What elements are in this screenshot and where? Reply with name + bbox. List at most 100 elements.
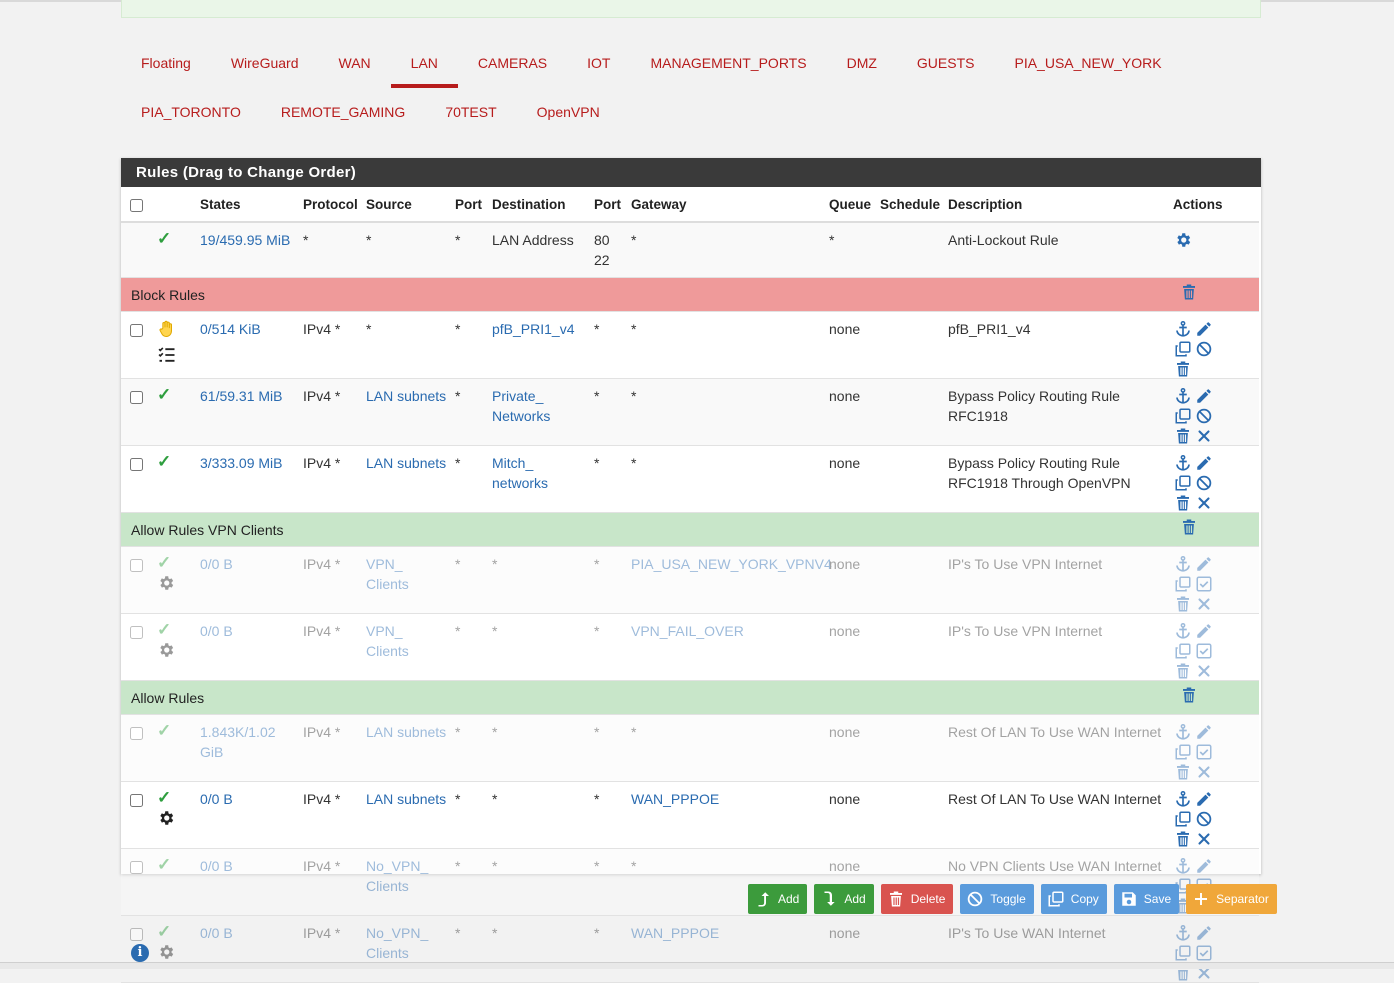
checkbox-icon[interactable] bbox=[1194, 641, 1213, 660]
gateway-link[interactable]: WAN_PPPOE bbox=[631, 791, 720, 807]
source-link[interactable]: LAN subnets bbox=[366, 791, 447, 807]
separator-row[interactable]: Allow Rules bbox=[121, 680, 1259, 715]
states-link[interactable]: 61/59.31 MiB bbox=[200, 388, 283, 404]
tab-floating[interactable]: Floating bbox=[141, 55, 191, 71]
table-row[interactable]: ✓ 61/59.31 MiB IPv4 * LAN subnets * Private_ … bbox=[121, 378, 1259, 446]
close-icon[interactable] bbox=[1194, 762, 1213, 781]
states-link[interactable]: 0/0 B bbox=[200, 791, 233, 807]
gateway-link[interactable]: WAN_PPPOE bbox=[631, 925, 720, 941]
pencil-icon[interactable] bbox=[1194, 554, 1213, 573]
copy-icon[interactable] bbox=[1173, 742, 1192, 761]
separator-row[interactable]: Allow Rules VPN Clients bbox=[121, 512, 1259, 547]
checkbox-icon[interactable] bbox=[1194, 742, 1213, 761]
row-checkbox[interactable] bbox=[130, 626, 143, 639]
tab-wireguard[interactable]: WireGuard bbox=[230, 55, 299, 71]
destination-link[interactable]: pfB_PRI1_v4 bbox=[492, 321, 575, 337]
tab-70test[interactable]: 70TEST bbox=[445, 104, 497, 120]
tab-wan[interactable]: WAN bbox=[338, 55, 371, 71]
anchor-icon[interactable] bbox=[1173, 621, 1192, 640]
anchor-icon[interactable] bbox=[1173, 789, 1192, 808]
anchor-icon[interactable] bbox=[1173, 856, 1192, 875]
separator-button[interactable]: Separator bbox=[1186, 884, 1277, 914]
pencil-icon[interactable] bbox=[1194, 621, 1213, 640]
trash-icon[interactable] bbox=[1173, 661, 1192, 680]
row-checkbox[interactable] bbox=[130, 794, 143, 807]
states-link[interactable]: 0/0 B bbox=[200, 858, 233, 874]
table-row[interactable]: ✓ 19/459.95 MiB * * * LAN Address 80 22 * * Anti-… bbox=[121, 222, 1259, 278]
trash-icon[interactable] bbox=[1173, 762, 1192, 781]
delete-button[interactable]: Delete bbox=[880, 884, 954, 914]
states-link[interactable]: 3/333.09 MiB bbox=[200, 455, 283, 471]
add-button[interactable]: Add bbox=[748, 884, 808, 914]
tab-dmz[interactable]: DMZ bbox=[846, 55, 877, 71]
row-checkbox[interactable] bbox=[130, 324, 143, 337]
row-checkbox[interactable] bbox=[130, 861, 143, 874]
info-icon[interactable]: i bbox=[131, 944, 149, 962]
tab-lan[interactable]: LAN bbox=[390, 40, 459, 88]
destination-link[interactable]: Private_ Networks bbox=[492, 388, 551, 424]
states-link[interactable]: 0/0 B bbox=[200, 556, 233, 572]
source-link[interactable]: No_VPN_ Clients bbox=[366, 858, 429, 894]
anchor-icon[interactable] bbox=[1173, 453, 1192, 472]
column-header-blank-0[interactable] bbox=[121, 187, 153, 223]
tab-openvpn[interactable]: OpenVPN bbox=[536, 104, 600, 120]
copy-icon[interactable] bbox=[1173, 943, 1192, 962]
pencil-icon[interactable] bbox=[1194, 319, 1213, 338]
close-icon[interactable] bbox=[1194, 829, 1213, 848]
table-row[interactable]: ✓ 0/0 B IPv4 * VPN_ Clients * * * VPN_FAIL_OVER… bbox=[121, 613, 1259, 681]
gear-icon[interactable] bbox=[1173, 230, 1192, 249]
states-link[interactable]: 19/459.95 MiB bbox=[200, 232, 291, 248]
table-row[interactable]: 0/514 KiB IPv4 * * * pfB_PRI1_v4 * * none pfB_PR… bbox=[121, 311, 1259, 379]
ban-icon[interactable] bbox=[1194, 473, 1213, 492]
copy-icon[interactable] bbox=[1173, 574, 1192, 593]
pencil-icon[interactable] bbox=[1194, 453, 1213, 472]
tab-iot[interactable]: IOT bbox=[587, 55, 611, 71]
source-link[interactable]: LAN subnets bbox=[366, 724, 447, 740]
row-checkbox[interactable] bbox=[130, 458, 143, 471]
pencil-icon[interactable] bbox=[1194, 722, 1213, 741]
states-link[interactable]: 0/0 B bbox=[200, 925, 233, 941]
copy-icon[interactable] bbox=[1173, 339, 1192, 358]
ban-icon[interactable] bbox=[1194, 406, 1213, 425]
add-button[interactable]: Add bbox=[814, 884, 874, 914]
table-row[interactable]: ✓ 1.843K/1.02 GiB IPv4 * LAN subnets * * * * non… bbox=[121, 714, 1259, 782]
tab-pia-toronto[interactable]: PIA_TORONTO bbox=[141, 104, 241, 120]
tab-management-ports[interactable]: MANAGEMENT_PORTS bbox=[650, 55, 807, 71]
pencil-icon[interactable] bbox=[1194, 789, 1213, 808]
trash-icon[interactable] bbox=[1173, 426, 1192, 445]
close-icon[interactable] bbox=[1194, 493, 1213, 512]
checkbox-icon[interactable] bbox=[1194, 943, 1213, 962]
copy-icon[interactable] bbox=[1173, 473, 1192, 492]
table-row[interactable]: ✓ 3/333.09 MiB IPv4 * LAN subnets * Mitch_ ne… bbox=[121, 445, 1259, 513]
trash-icon[interactable] bbox=[1179, 518, 1198, 537]
table-row[interactable]: ✓ 0/0 B IPv4 * No_VPN_ Clients * * * WAN_PPPOE n… bbox=[121, 915, 1259, 983]
anchor-icon[interactable] bbox=[1173, 386, 1192, 405]
anchor-icon[interactable] bbox=[1173, 722, 1192, 741]
gateway-link[interactable]: VPN_FAIL_OVER bbox=[631, 623, 744, 639]
trash-icon[interactable] bbox=[1173, 896, 1192, 915]
trash-icon[interactable] bbox=[1173, 493, 1192, 512]
states-link[interactable]: 1.843K/1.02 GiB bbox=[200, 724, 276, 760]
trash-icon[interactable] bbox=[1179, 283, 1198, 302]
copy-icon[interactable] bbox=[1173, 406, 1192, 425]
table-row[interactable]: ✓ 0/0 B IPv4 * LAN subnets * * * WAN_PPPOE none R… bbox=[121, 781, 1259, 849]
row-checkbox[interactable] bbox=[130, 559, 143, 572]
row-checkbox[interactable] bbox=[130, 727, 143, 740]
trash-icon[interactable] bbox=[1179, 686, 1198, 705]
tab-remote-gaming[interactable]: REMOTE_GAMING bbox=[280, 104, 406, 120]
tab-pia-usa-new-york[interactable]: PIA_USA_NEW_YORK bbox=[1014, 55, 1162, 71]
ban-icon[interactable] bbox=[1194, 339, 1213, 358]
pencil-icon[interactable] bbox=[1194, 386, 1213, 405]
source-link[interactable]: No_VPN_ Clients bbox=[366, 925, 429, 961]
ban-icon[interactable] bbox=[1194, 809, 1213, 828]
anchor-icon[interactable] bbox=[1173, 554, 1192, 573]
copy-button[interactable]: Copy bbox=[1040, 884, 1107, 914]
gateway-link[interactable]: PIA_USA_NEW_YORK_VPNV4 bbox=[631, 556, 832, 572]
source-link[interactable]: LAN subnets bbox=[366, 388, 447, 404]
row-checkbox[interactable] bbox=[130, 391, 143, 404]
checkbox-icon[interactable] bbox=[1194, 574, 1213, 593]
states-link[interactable]: 0/0 B bbox=[200, 623, 233, 639]
pencil-icon[interactable] bbox=[1194, 923, 1213, 942]
save-button[interactable]: Save bbox=[1113, 884, 1180, 914]
source-link[interactable]: LAN subnets bbox=[366, 455, 447, 471]
